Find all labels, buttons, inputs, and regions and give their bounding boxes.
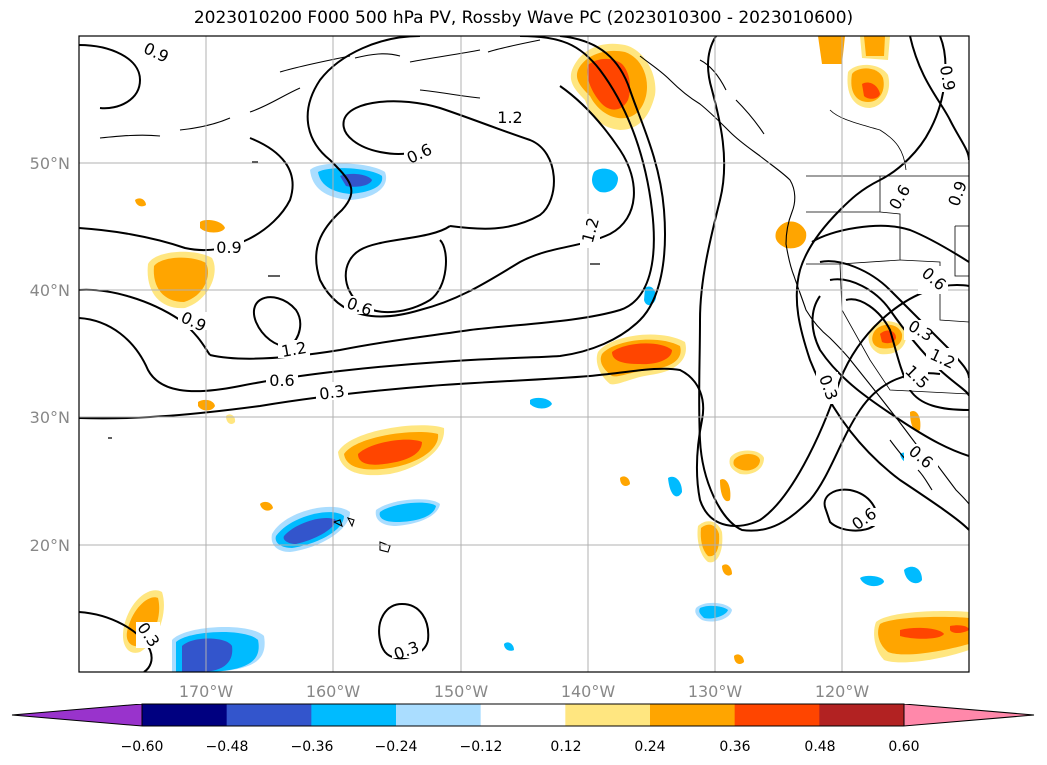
colorbar-segment bbox=[734, 704, 820, 726]
coast-details bbox=[108, 161, 600, 439]
lat-label: 30°N bbox=[30, 408, 70, 427]
colorbar-segment bbox=[819, 704, 905, 726]
pv-contours bbox=[79, 36, 969, 672]
lon-label: 170°W bbox=[179, 682, 234, 701]
colorbar-segment bbox=[565, 704, 651, 726]
lon-label: 120°W bbox=[815, 682, 870, 701]
colorbar-tick-label: −0.60 bbox=[121, 739, 164, 755]
contour-label: 0.6 bbox=[269, 371, 294, 390]
colorbar-tick-label: 0.24 bbox=[634, 739, 665, 755]
colorbar-extension-low bbox=[12, 704, 142, 726]
latitude-labels: 50°N 40°N 30°N 20°N bbox=[30, 154, 70, 555]
colorbar-outline bbox=[11, 703, 1035, 727]
colorbar: −0.60 −0.48 −0.36 −0.24 −0.12 0.12 0.24 … bbox=[11, 703, 1035, 755]
colorbar-segment bbox=[311, 704, 397, 726]
gridlines bbox=[79, 36, 969, 672]
map-frame bbox=[78, 35, 970, 673]
colorbar-tick-label: 0.48 bbox=[804, 739, 835, 755]
lat-label: 20°N bbox=[30, 536, 70, 555]
colorbar-ticks: −0.60 −0.48 −0.36 −0.24 −0.12 0.12 0.24 … bbox=[121, 739, 920, 755]
contour-label: 0.9 bbox=[936, 64, 959, 92]
contour-label: 0.9 bbox=[216, 238, 241, 257]
contour-label: 0.9 bbox=[178, 308, 209, 336]
colorbar-tick-label: −0.36 bbox=[291, 739, 334, 755]
colorbar-tick-label: 0.36 bbox=[719, 739, 750, 755]
map-title: 2023010200 F000 500 hPa PV, Rossby Wave … bbox=[193, 8, 854, 28]
colorbar-tick-label: 0.60 bbox=[888, 739, 919, 755]
lon-label: 130°W bbox=[688, 682, 743, 701]
colorbar-tick-label: −0.48 bbox=[206, 739, 249, 755]
lon-label: 140°W bbox=[561, 682, 616, 701]
colorbar-segment bbox=[396, 704, 482, 726]
colorbar-segment bbox=[226, 704, 312, 726]
anomaly-fills bbox=[122, 36, 969, 672]
colorbar-tick-label: 0.12 bbox=[550, 739, 581, 755]
colorbar-extension-high bbox=[904, 704, 1034, 726]
colorbar-tick-label: −0.24 bbox=[375, 739, 418, 755]
lat-label: 40°N bbox=[30, 281, 70, 300]
colorbar-tick-label: −0.12 bbox=[460, 739, 503, 755]
colorbar-segment bbox=[480, 704, 566, 726]
contour-label: 1.2 bbox=[280, 338, 308, 361]
lon-label: 150°W bbox=[434, 682, 489, 701]
lon-label: 160°W bbox=[306, 682, 361, 701]
lat-label: 50°N bbox=[30, 154, 70, 173]
colorbar-segment bbox=[650, 704, 736, 726]
contour-label: 1.2 bbox=[497, 108, 522, 127]
contour-labels: 0.9 0.9 0.9 1.2 0.6 0.6 1.2 1.2 0.9 0.3 … bbox=[133, 39, 971, 664]
colorbar-segment bbox=[142, 704, 228, 726]
contour-label: 0.3 bbox=[318, 381, 346, 403]
longitude-labels: 170°W 160°W 150°W 140°W 130°W 120°W bbox=[179, 682, 870, 701]
colorbar-segments bbox=[12, 704, 1034, 726]
coastlines bbox=[99, 39, 969, 553]
